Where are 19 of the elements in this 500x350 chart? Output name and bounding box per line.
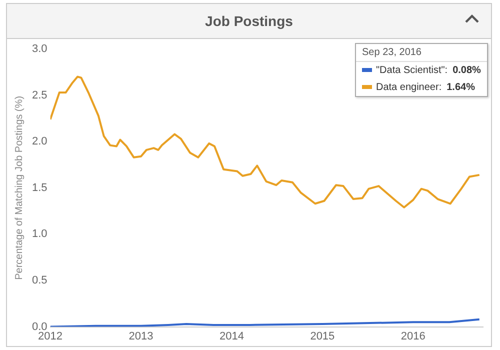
- legend-label: Data engineer:: [376, 82, 442, 93]
- y-tick-label: 1.0: [32, 228, 48, 240]
- x-tick-label: 2016: [400, 330, 426, 342]
- x-tick-label: 2014: [219, 330, 244, 342]
- legend-label: "Data Scientist":: [376, 65, 448, 76]
- y-tick-label: 3.0: [32, 43, 48, 56]
- x-tick-label: 2013: [128, 330, 154, 342]
- annotation: 0.08%: [452, 65, 481, 76]
- x-tick-label: 2012: [38, 330, 63, 342]
- y-tick-label: 2.5: [32, 89, 48, 102]
- y-tick-label: 0.0: [32, 320, 48, 333]
- y-axis-title: Percentage of Matching Job Postings (%): [14, 96, 25, 280]
- y-tick-label: 2.0: [32, 136, 48, 148]
- chart-title: Job Postings: [205, 13, 293, 29]
- annotation: Sep 23, 2016: [356, 44, 487, 62]
- annotation: 1.64%: [446, 82, 475, 93]
- x-tick-label: 2015: [310, 330, 335, 342]
- y-tick-label: 0.5: [32, 274, 48, 287]
- y-tick-label: 1.5: [32, 182, 48, 194]
